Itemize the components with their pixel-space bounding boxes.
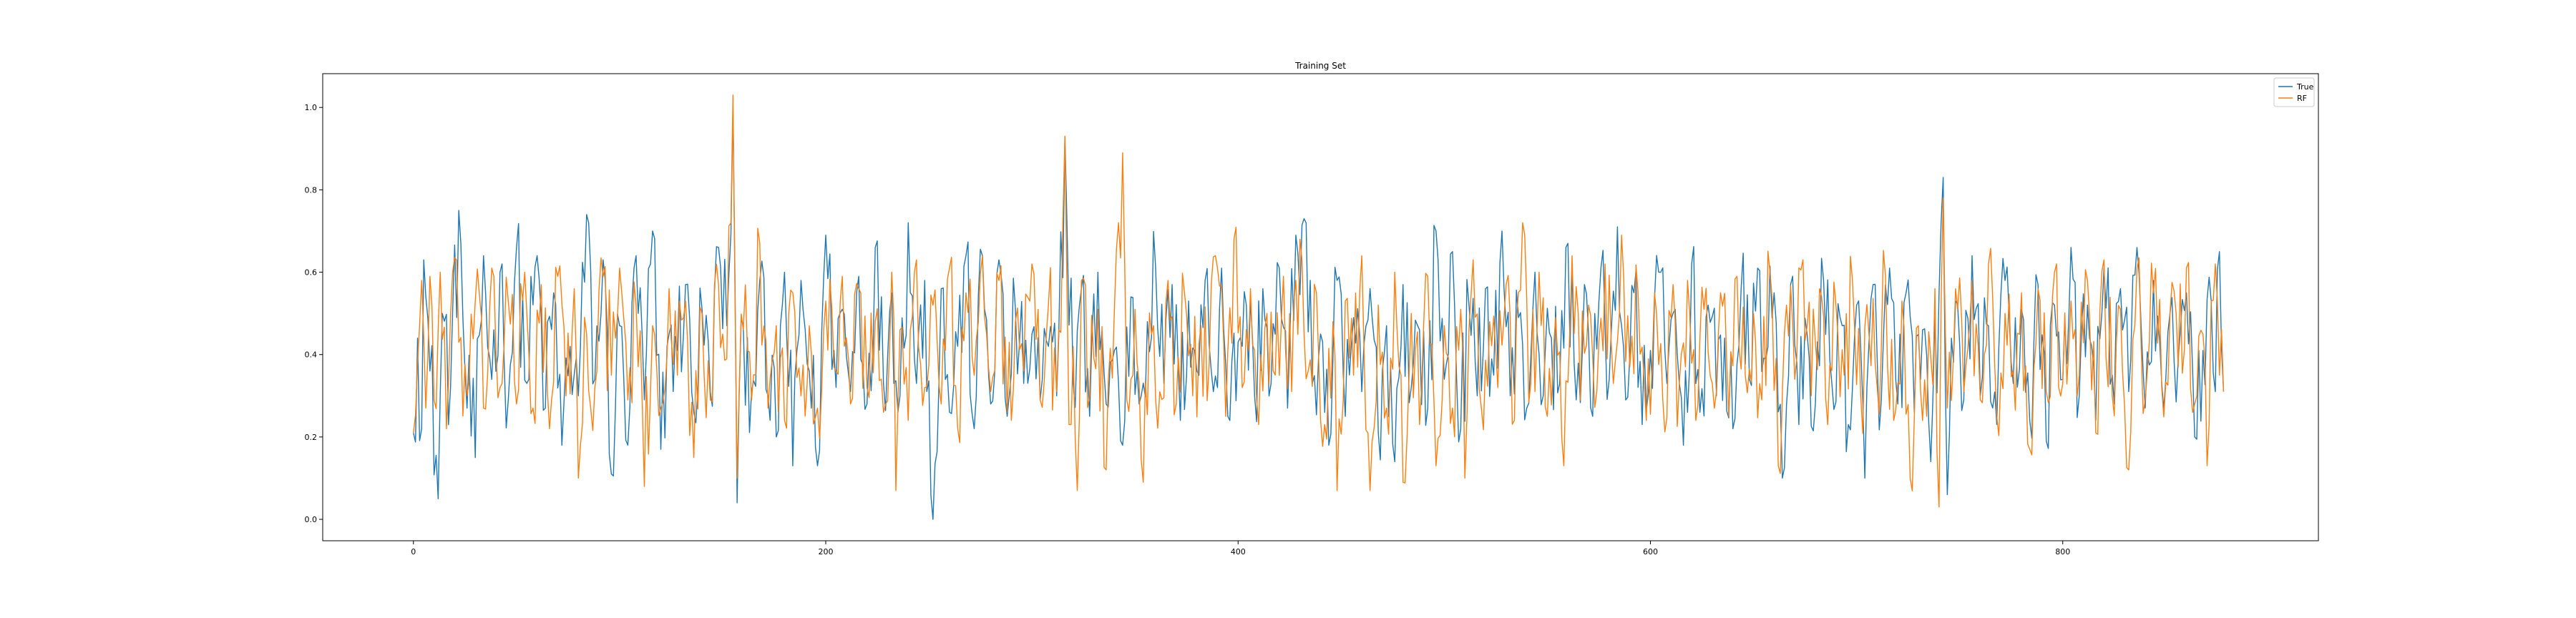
axes-frame (322, 73, 2319, 541)
y-tick-label: 0.2 (305, 433, 318, 442)
x-tick-label: 0 (411, 547, 416, 556)
series-line-rf (413, 94, 2225, 508)
y-tick-label: 0.6 (305, 268, 318, 278)
legend-label-rf: RF (2297, 94, 2307, 103)
legend-label-true: True (2296, 82, 2314, 92)
x-tick-label: 600 (1643, 547, 1658, 556)
y-tick-label: 1.0 (305, 103, 318, 112)
x-tick-label: 800 (2055, 547, 2070, 556)
chart-title: Training Set (1294, 61, 1346, 71)
x-tick-label: 200 (819, 547, 834, 556)
y-tick-label: 0.4 (305, 350, 318, 360)
y-axis: 0.0 0.2 0.4 0.6 0.8 1.0 (305, 103, 323, 524)
x-axis: 0 200 400 600 800 (411, 541, 2070, 556)
x-tick-label: 400 (1231, 547, 1246, 556)
axes (322, 73, 2319, 541)
y-tick-label: 0.8 (305, 185, 318, 195)
legend: True RF (2273, 77, 2315, 107)
plot-area (413, 94, 2225, 520)
legend-box (2273, 77, 2315, 107)
y-tick-label: 0.0 (305, 515, 318, 524)
